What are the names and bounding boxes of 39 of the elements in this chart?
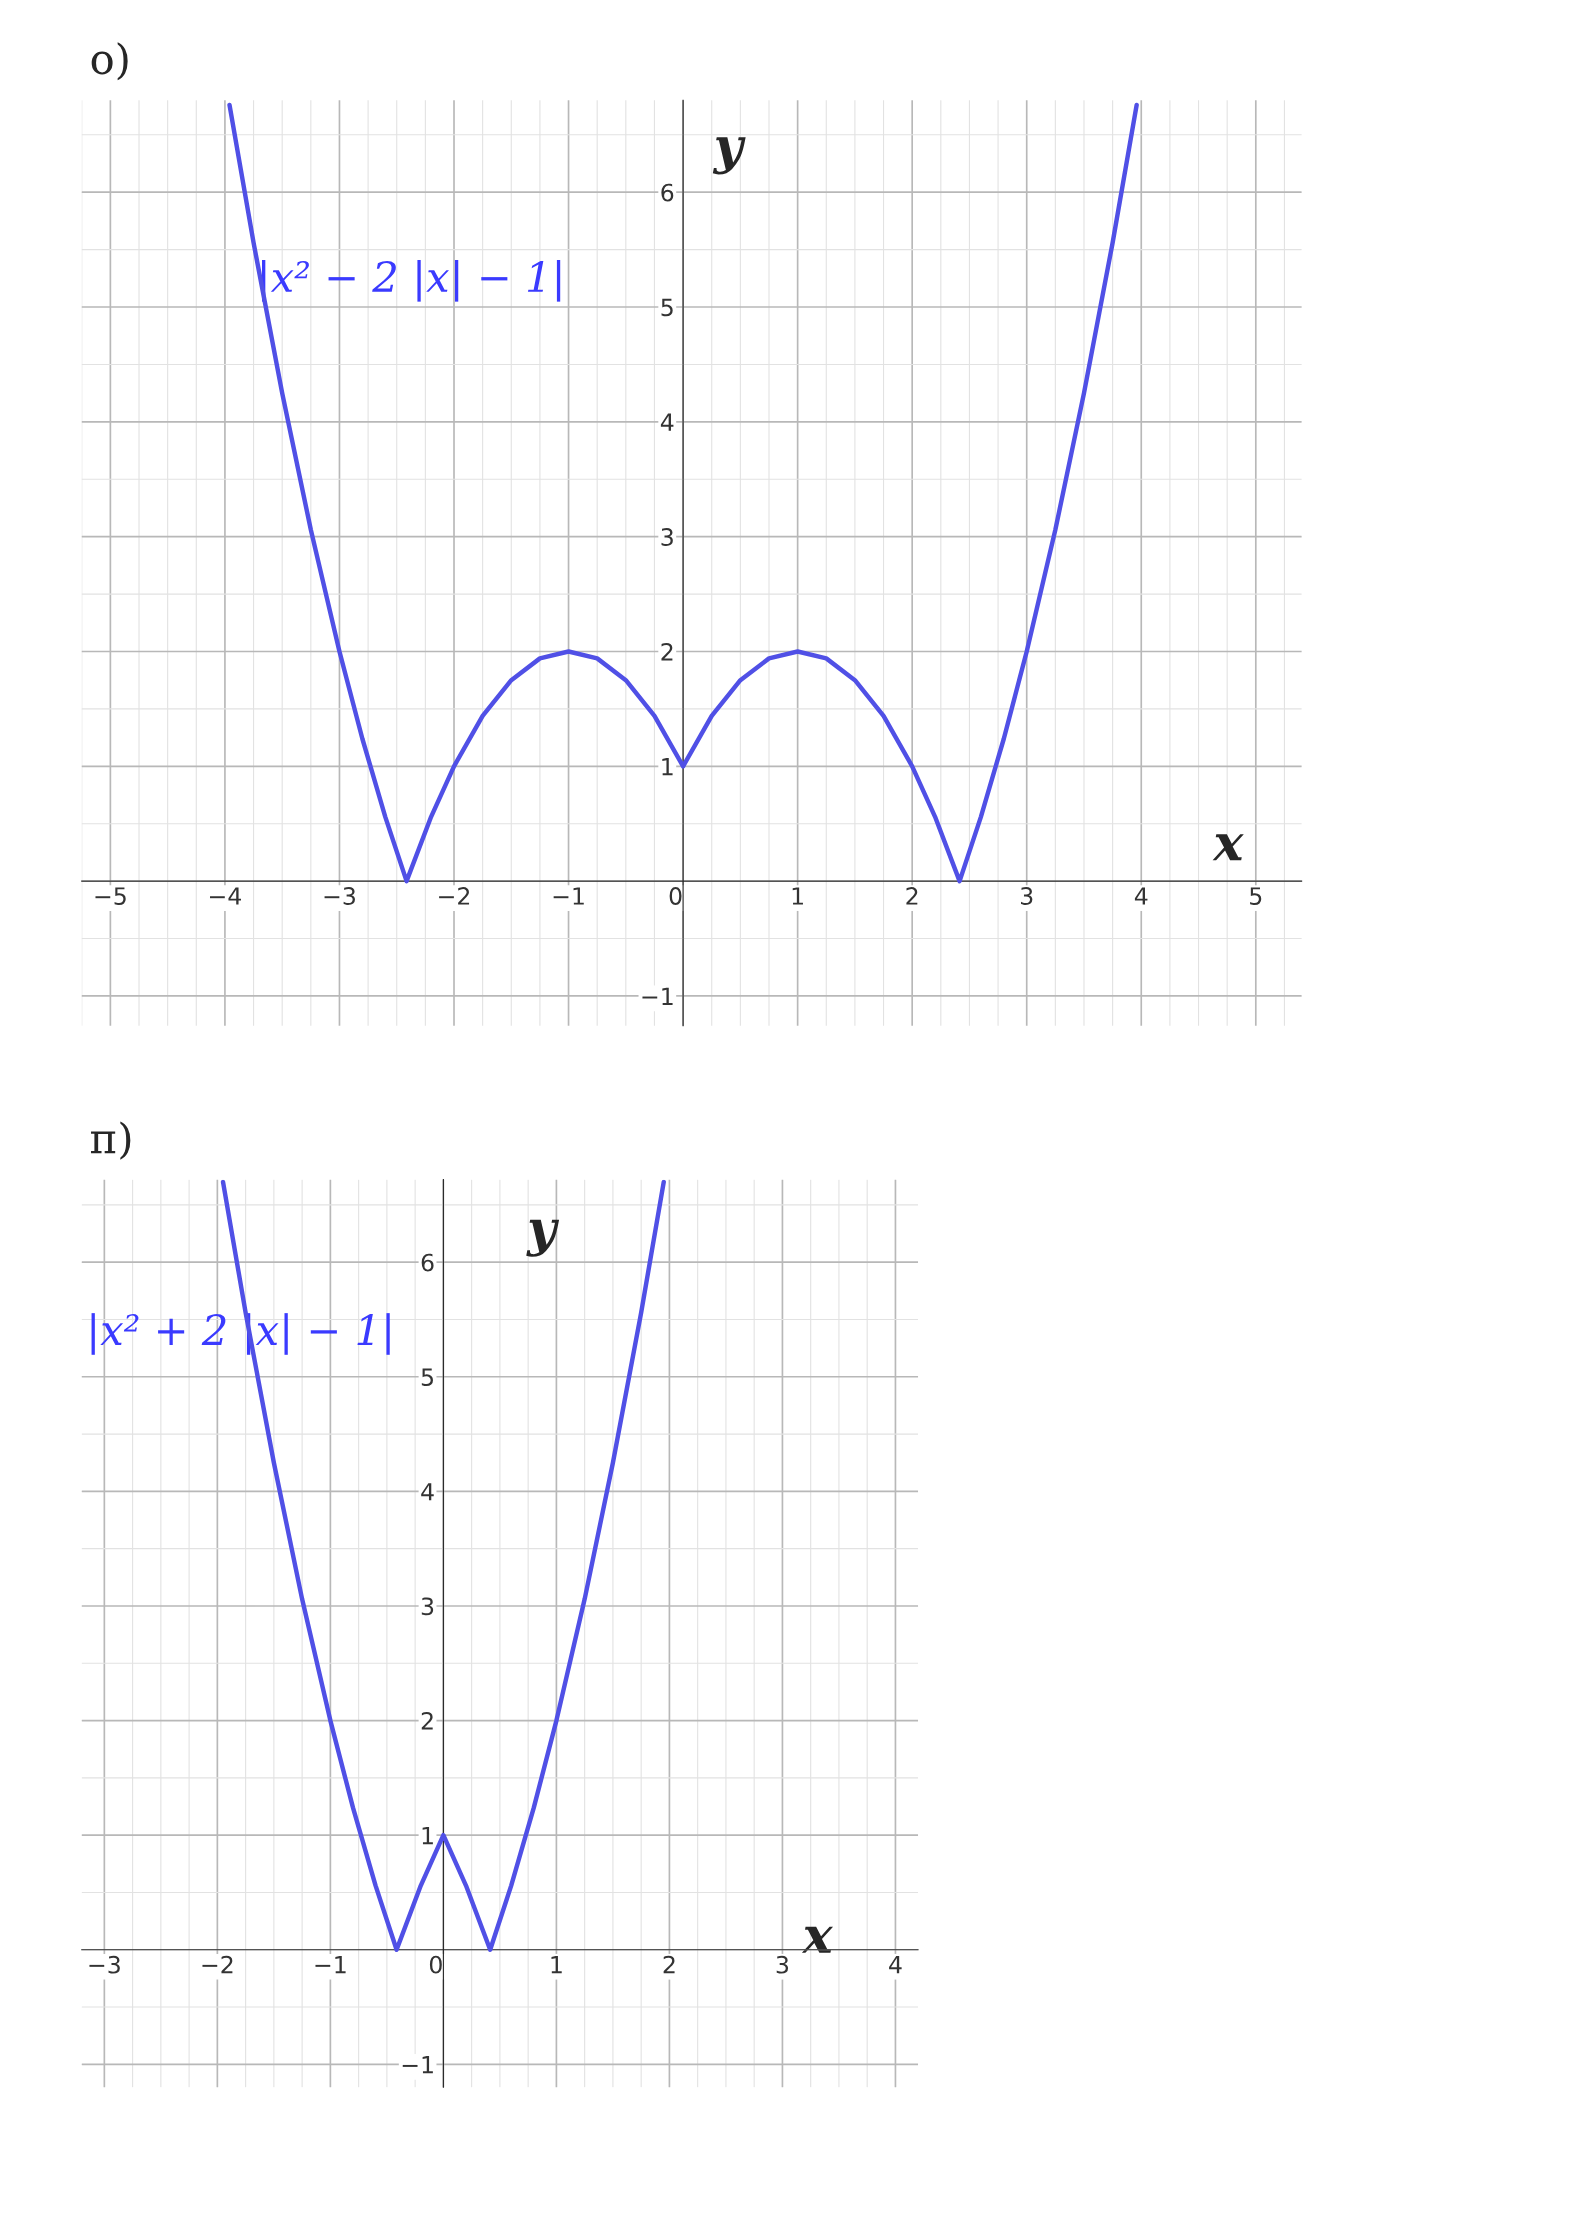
y-axis-title: y xyxy=(526,1219,560,1257)
x-tick-label: 4 xyxy=(1134,887,1148,905)
y-tick-label: 3 xyxy=(421,1597,434,1616)
x-tick-label: −2 xyxy=(439,887,470,905)
y-tick-label: 1 xyxy=(422,1826,433,1845)
x-tick-label: 0 xyxy=(669,887,682,905)
x-tick-label: −5 xyxy=(95,887,126,905)
chart-title: п) xyxy=(91,1121,131,1160)
y-tick-label: 2 xyxy=(421,1712,433,1730)
y-tick-label: 1 xyxy=(662,758,673,776)
y-tick-label: 4 xyxy=(660,413,674,431)
y-tick-label: 2 xyxy=(661,642,673,661)
x-tick-label: 4 xyxy=(889,1956,902,1974)
x-tick-label: 5 xyxy=(1250,887,1262,905)
x-tick-label: 3 xyxy=(776,1955,789,1974)
x-tick-label: −2 xyxy=(202,1955,233,1974)
x-tick-label: 3 xyxy=(1021,887,1033,905)
y-axis-title: y xyxy=(712,137,746,175)
y-tick-label: 6 xyxy=(661,183,674,202)
x-tick-label: −1 xyxy=(553,887,584,905)
x-tick-label: 1 xyxy=(551,1956,562,1974)
chart-title: о) xyxy=(91,42,128,81)
y-tick-label: 5 xyxy=(421,1368,433,1387)
x-axis-title: x xyxy=(1212,834,1244,861)
line-series xyxy=(227,102,1139,884)
x-tick-label: −1 xyxy=(315,1956,346,1974)
x-tick-label: −3 xyxy=(324,887,355,905)
x-tick-label: −4 xyxy=(210,887,241,905)
x-tick-label: −3 xyxy=(89,1955,120,1974)
y-tick-label: −1 xyxy=(642,987,673,1005)
y-tick-label: −1 xyxy=(402,2056,433,2074)
y-tick-label: 5 xyxy=(661,298,673,317)
x-tick-label: 0 xyxy=(429,1955,442,1974)
x-axis-title: x xyxy=(801,1926,834,1953)
x-tick-label: 1 xyxy=(792,887,803,905)
y-tick-label: 6 xyxy=(421,1253,434,1272)
y-tick-label: 4 xyxy=(421,1483,434,1501)
y-tick-label: 3 xyxy=(661,528,673,546)
x-tick-label: 2 xyxy=(906,887,918,905)
